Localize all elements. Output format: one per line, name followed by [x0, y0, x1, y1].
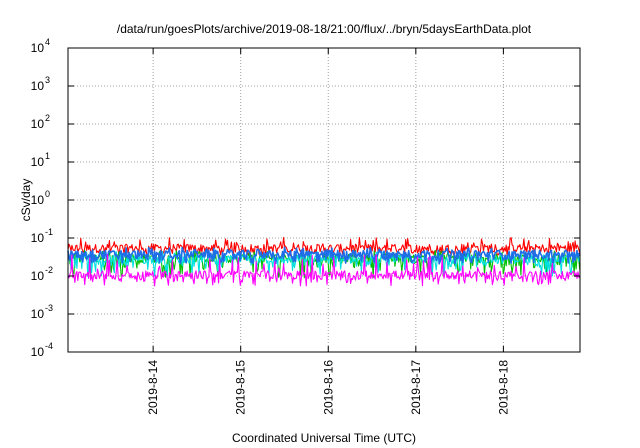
- series-layer: [67, 236, 581, 287]
- grid: [68, 48, 580, 352]
- y-tick-label: 10: [31, 41, 45, 55]
- y-tick-exponent: 1: [45, 151, 50, 161]
- y-tick-exponent: 0: [45, 189, 50, 199]
- chart-title: /data/run/goesPlots/archive/2019-08-18/2…: [117, 22, 532, 36]
- y-tick-exponent: 3: [45, 75, 50, 85]
- x-axis: 2019-8-14 2019-8-15 2019-8-16 2019-8-17 2019…: [146, 48, 510, 415]
- x-tick-label: 2019-8-16: [321, 360, 335, 415]
- y-tick-exponent: 4: [45, 37, 50, 47]
- series-line: [67, 250, 581, 277]
- x-tick-label: 2019-8-17: [409, 360, 423, 415]
- x-axis-title: Coordinated Universal Time (UTC): [232, 431, 416, 445]
- y-tick-exponent: -2: [45, 265, 53, 275]
- y-tick-label: 10: [31, 345, 45, 359]
- y-tick-exponent: 2: [45, 113, 50, 123]
- x-tick-label: 2019-8-15: [234, 360, 248, 415]
- series-line: [67, 253, 581, 287]
- y-tick-exponent: -1: [45, 227, 53, 237]
- y-tick-exponent: -4: [45, 341, 53, 351]
- y-tick-label: 10: [31, 231, 45, 245]
- x-tick-label: 2019-8-14: [146, 360, 160, 415]
- series-line: [67, 236, 581, 257]
- series-line: [67, 246, 581, 265]
- y-tick-label: 10: [31, 79, 45, 93]
- y-tick-label: 10: [31, 117, 45, 131]
- y-tick-label: 10: [31, 193, 45, 207]
- y-axis-title: cSv/day: [19, 179, 33, 222]
- y-tick-label: 10: [31, 269, 45, 283]
- y-tick-label: 10: [31, 307, 45, 321]
- y-tick-label: 10: [31, 155, 45, 169]
- x-tick-label: 2019-8-18: [496, 360, 510, 415]
- y-tick-exponent: -3: [45, 303, 53, 313]
